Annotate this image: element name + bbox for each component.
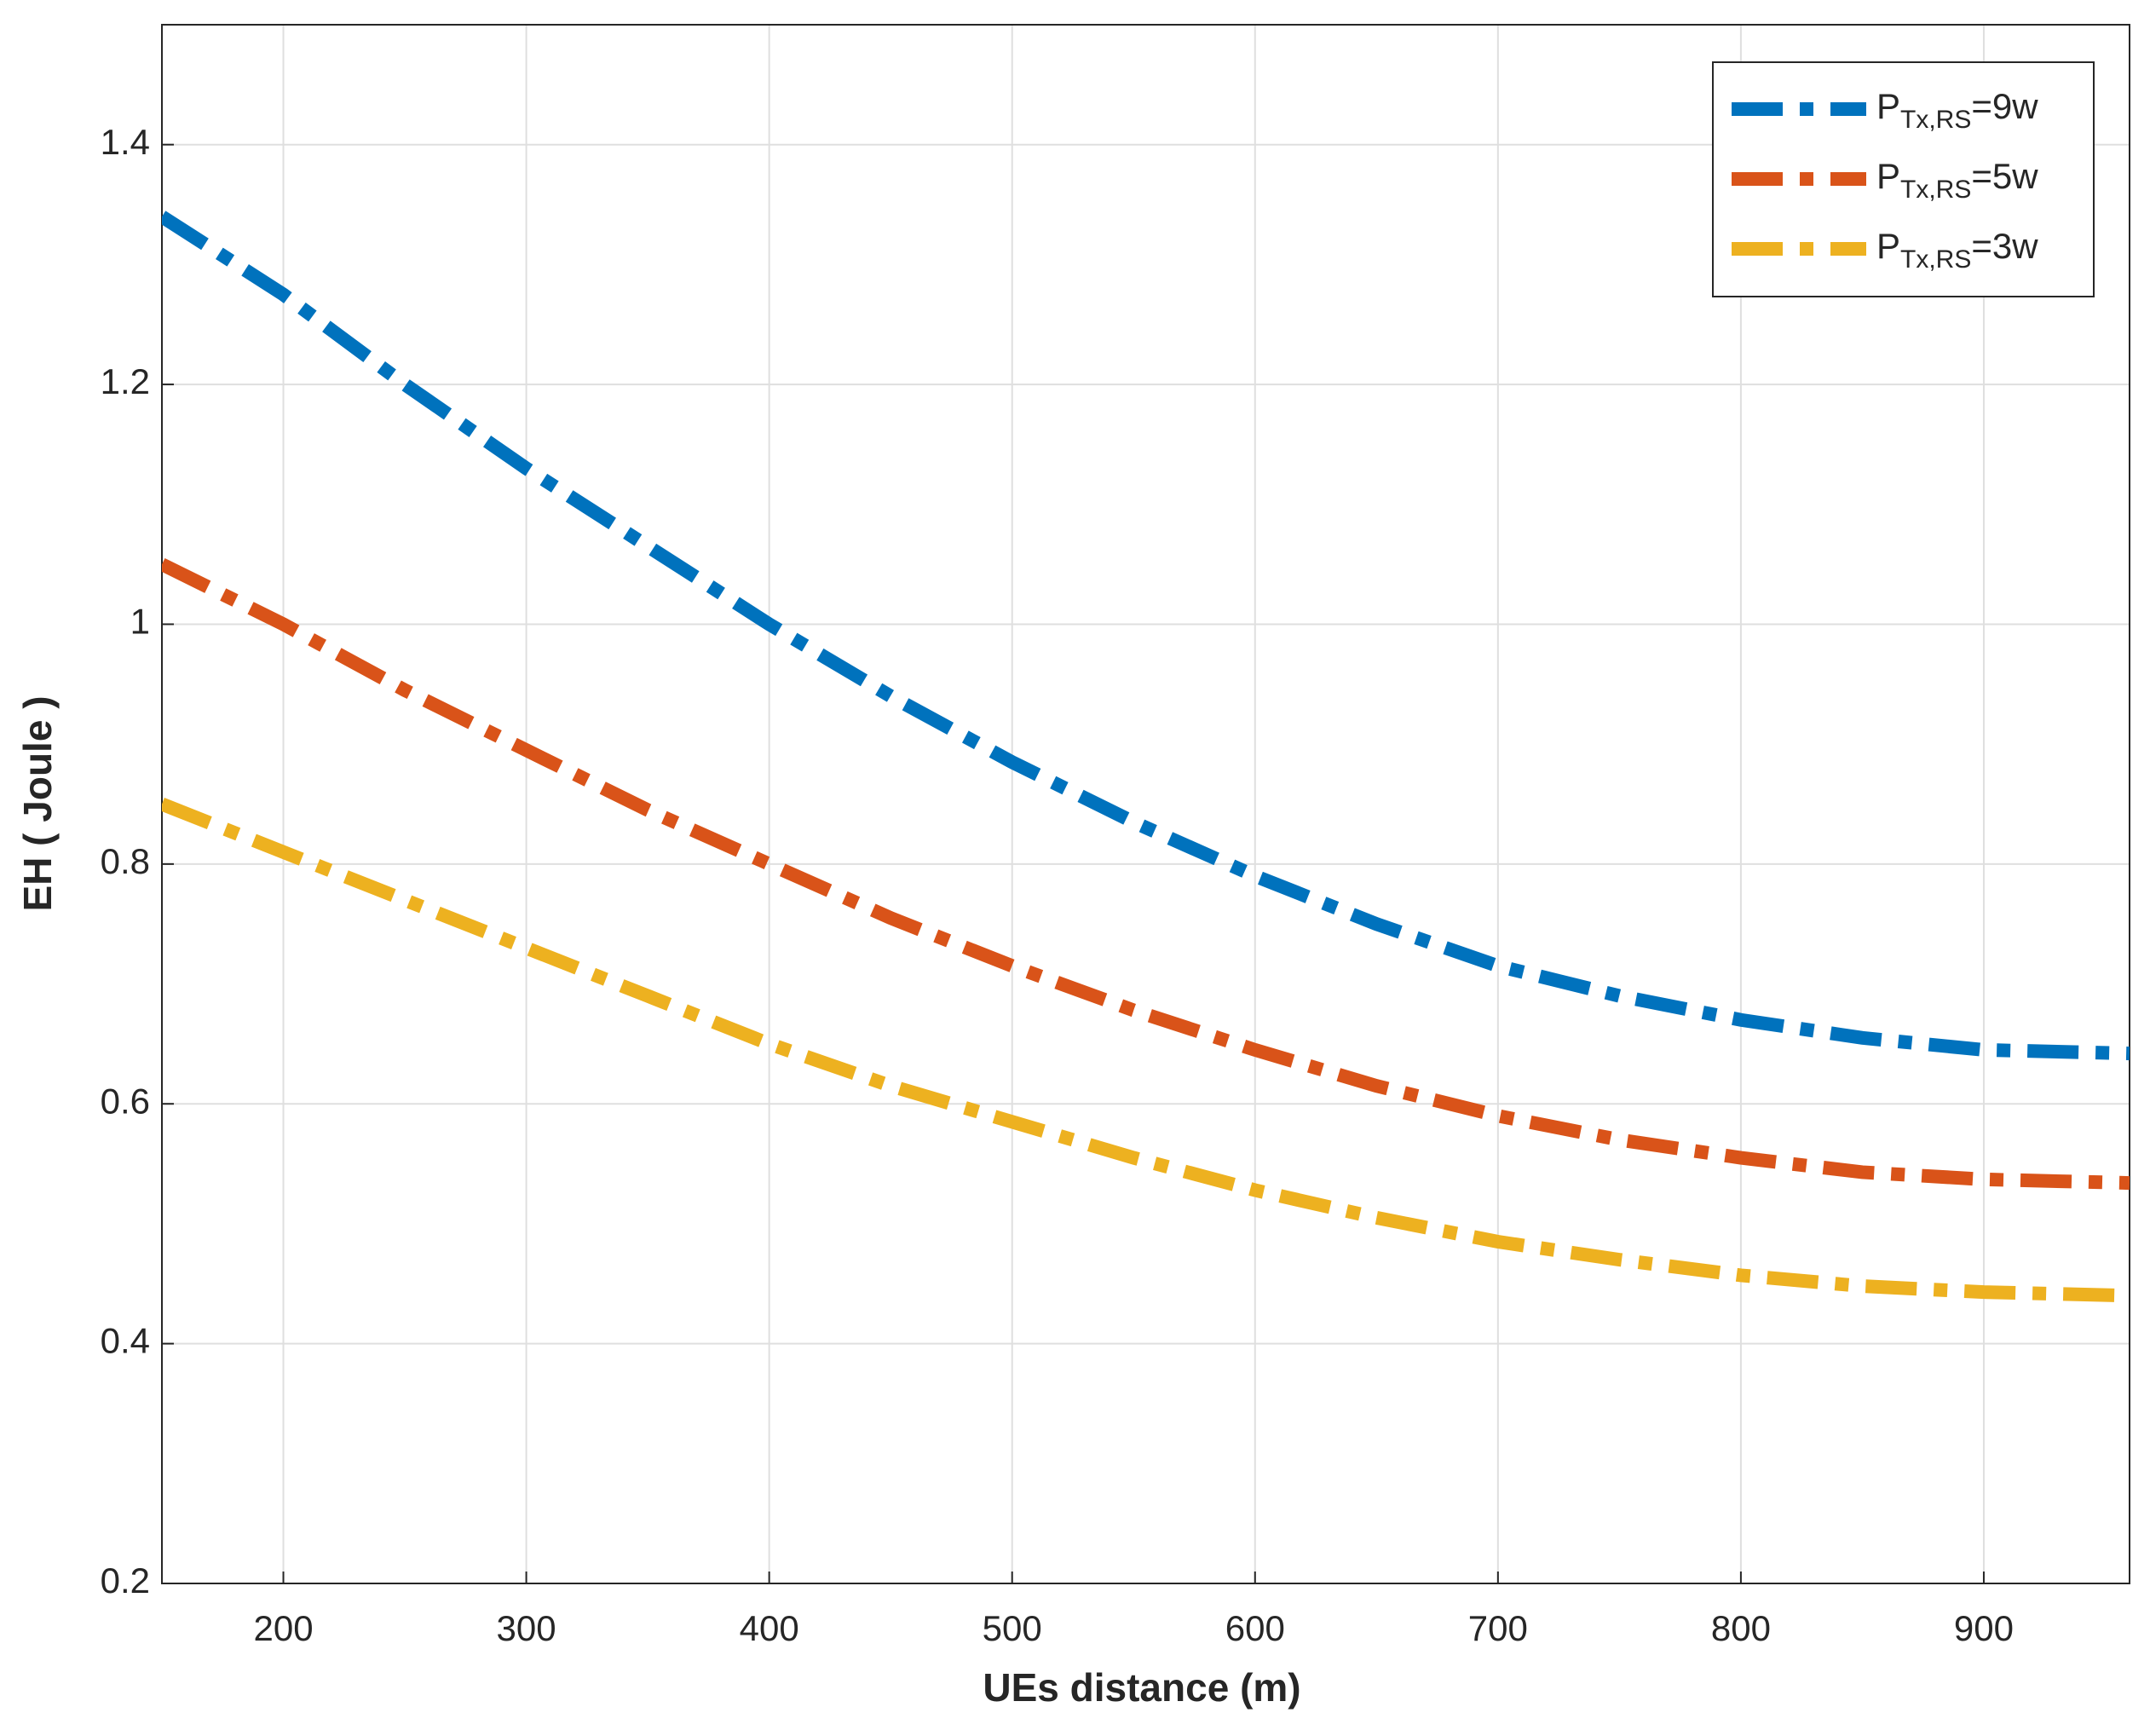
- y-tick-label: 1: [130, 602, 150, 642]
- legend-sub: Tx,RS: [1900, 176, 1971, 204]
- y-tick-label: 0.4: [101, 1321, 150, 1361]
- series-line: [162, 798, 2130, 1303]
- legend-base: P: [1876, 86, 1900, 126]
- y-axis-label: EH ( Joule ): [15, 695, 60, 911]
- series-line: [162, 557, 2130, 1191]
- x-tick-label: 700: [1468, 1608, 1528, 1648]
- legend-sub: Tx,RS: [1900, 245, 1971, 274]
- x-tick-label: 300: [497, 1608, 556, 1648]
- series-line: [162, 211, 2130, 1061]
- x-tick-label: 600: [1225, 1608, 1285, 1648]
- legend-label: PTx,RS=9w: [1876, 86, 2038, 134]
- legend-label: PTx,RS=3w: [1876, 226, 2038, 274]
- legend-label: PTx,RS=5w: [1876, 156, 2038, 204]
- y-tick-label: 0.6: [101, 1081, 150, 1121]
- x-tick-label: 200: [253, 1608, 313, 1648]
- y-tick-label: 0.2: [101, 1560, 150, 1600]
- legend-suffix: =9w: [1971, 86, 2038, 126]
- x-tick-label: 500: [983, 1608, 1042, 1648]
- x-tick-label: 900: [1954, 1608, 2014, 1648]
- legend-suffix: =3w: [1971, 226, 2038, 266]
- x-axis-label: UEs distance (m): [983, 1665, 1300, 1710]
- y-tick-label: 1.2: [101, 361, 150, 401]
- legend-base: P: [1876, 156, 1900, 196]
- x-tick-label: 800: [1711, 1608, 1771, 1648]
- y-tick-label: 0.8: [101, 841, 150, 881]
- legend-sub: Tx,RS: [1900, 106, 1971, 134]
- y-tick-label: 1.4: [101, 122, 150, 162]
- legend-suffix: =5w: [1971, 156, 2038, 196]
- legend-base: P: [1876, 226, 1900, 266]
- x-tick-label: 400: [740, 1608, 799, 1648]
